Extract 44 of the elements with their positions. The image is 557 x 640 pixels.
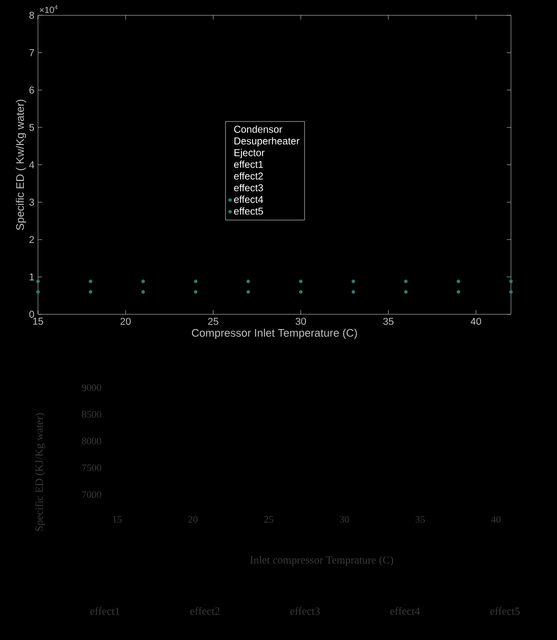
y-tick-label: 8000: [82, 438, 102, 444]
x-tick-label: 15: [112, 516, 122, 523]
y-axis-title: Specific ED ( Kw/Kg water): [16, 100, 26, 230]
x-tick-label: 40: [491, 516, 501, 523]
text: effect1: [234, 160, 263, 168]
y-tick-label: 8500: [82, 410, 102, 418]
x-tick-label: 25: [208, 318, 218, 325]
y-tick-label: 2: [29, 236, 34, 244]
text: effect3: [234, 184, 263, 192]
y-axis-title: Specific ED (KJ/Kg water): [35, 413, 46, 531]
y-tick-label: 1: [30, 273, 34, 280]
legend-label: effect4: [234, 196, 264, 203]
x-tick-label: 35: [416, 516, 425, 523]
text: Condensor: [234, 125, 282, 133]
text: effect3: [290, 607, 320, 615]
x-axis-title: Inlet compressor Temprature (C): [250, 556, 394, 566]
y-tick-label: 7000: [82, 491, 102, 498]
y-tick-label: 5: [29, 124, 34, 131]
text: ×10$^{4}$: [40, 5, 58, 14]
x-axis-title: Compressor Inlet Temperature (C): [192, 328, 357, 339]
x-tick-label: 15: [33, 318, 44, 325]
y-tick-label: 9000: [82, 384, 102, 391]
text: effect1: [90, 607, 120, 615]
y-tick-label: 0: [29, 310, 34, 318]
x-tick-label: 40: [470, 318, 482, 325]
x-tick-label: 35: [383, 318, 394, 325]
y-tick-label: 8: [29, 12, 34, 19]
y-tick-label: 7500: [82, 464, 102, 472]
text: Ejector: [234, 148, 265, 158]
text: effect2: [190, 607, 220, 615]
text: effect2: [234, 172, 263, 180]
text: effect5: [490, 607, 520, 615]
x-tick-label: 30: [340, 516, 350, 523]
text: effect4: [390, 607, 420, 615]
x-tick-label: 20: [188, 516, 198, 523]
y-tick-label: 6: [29, 86, 34, 94]
y-tick-label: 7: [29, 49, 34, 56]
text: Desuperheater: [234, 137, 300, 146]
x-tick-label: 20: [120, 318, 131, 325]
y-tick-label: 3: [29, 198, 34, 206]
x-tick-label: 25: [264, 516, 274, 523]
legend-label: effect5: [234, 207, 263, 215]
x-tick-label: 30: [296, 318, 306, 325]
y-tick-label: 4: [29, 161, 34, 168]
